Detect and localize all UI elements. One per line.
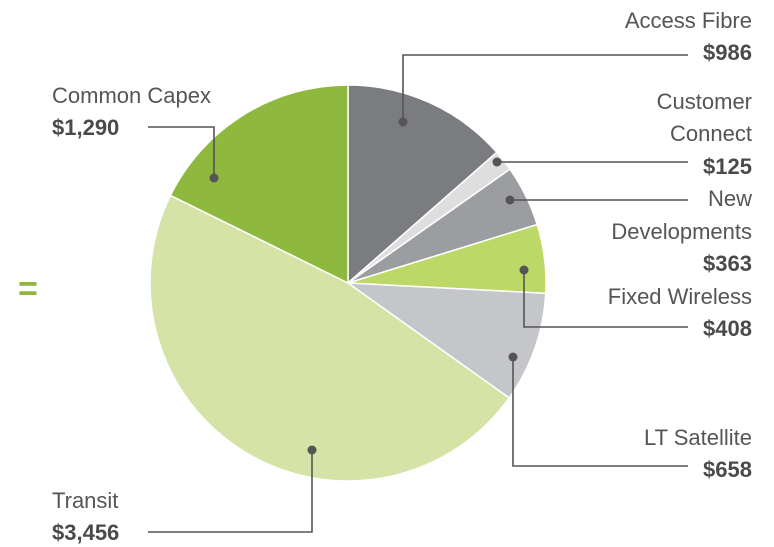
slice-label: Fixed Wireless: [608, 284, 752, 309]
slice-label: Transit: [52, 488, 118, 513]
slice-value: $3,456: [52, 520, 119, 545]
leader-line: [148, 450, 313, 533]
slice-label: LT Satellite: [644, 425, 752, 450]
slice-value: $1,290: [52, 115, 119, 140]
leader-dot: [398, 117, 408, 127]
slice-value: $658: [703, 457, 752, 482]
leader-dot: [508, 352, 518, 362]
slice-label: Common Capex: [52, 83, 211, 108]
slice-label: Access Fibre: [625, 8, 752, 33]
slice-value: $363: [703, 251, 752, 276]
leader-line: [148, 126, 215, 178]
equals-sign: =: [18, 270, 38, 308]
leader-line: [402, 54, 688, 122]
pie-slice: [347, 84, 498, 285]
pie-slice: [169, 84, 349, 285]
slice-value: $125: [703, 154, 752, 179]
slice-value: $408: [703, 316, 752, 341]
leader-line: [523, 270, 688, 328]
slice-label: New Developments: [611, 186, 752, 244]
slice-label: Customer Connect: [657, 89, 752, 146]
leader-dot: [307, 445, 317, 455]
pie-slice: [345, 282, 547, 400]
leader-dot: [519, 265, 529, 275]
pie-slice: [149, 194, 511, 482]
leader-line: [512, 357, 688, 467]
leader-dot: [209, 173, 219, 183]
leader-dot: [505, 195, 515, 205]
leader-dot: [492, 157, 502, 167]
slice-value: $986: [703, 40, 752, 65]
